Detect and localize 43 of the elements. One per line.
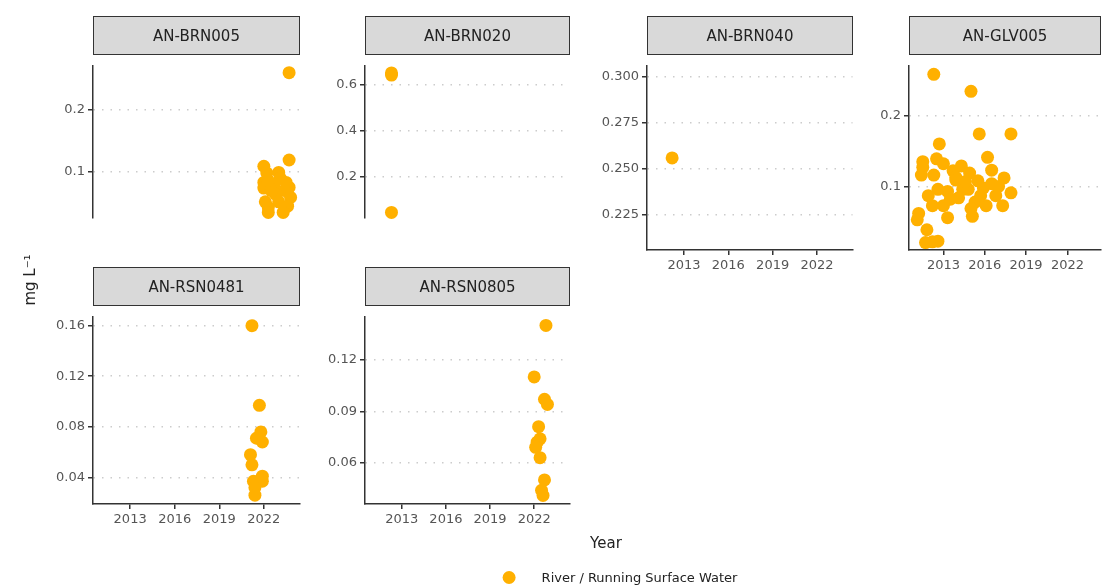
y-tick-label: 0.06 — [328, 454, 357, 470]
y-tick-label: 0.225 — [601, 206, 639, 222]
x-tick-label: 2013 — [113, 511, 147, 527]
x-tick-label: 2016 — [158, 511, 192, 527]
y-tick-label: 0.4 — [336, 121, 357, 137]
y-axis-title: mg L⁻¹ — [21, 254, 39, 306]
x-axis-title: Year — [590, 534, 622, 552]
y-tick-label: 0.6 — [336, 75, 357, 91]
chart-title: AN-BRN020 — [365, 16, 570, 55]
x-tick-label: 2019 — [202, 511, 236, 527]
y-tick-label: 0.275 — [601, 114, 639, 130]
x-tick-label: 2016 — [711, 257, 745, 273]
y-tick-label: 0.2 — [880, 106, 901, 122]
y-tick-label: 0.250 — [601, 160, 639, 176]
x-tick-label: 2022 — [800, 257, 834, 273]
x-tick-label: 2013 — [385, 511, 419, 527]
y-tick-label: 0.04 — [56, 468, 85, 484]
x-tick-label: 2022 — [247, 511, 281, 527]
x-tick-label: 2019 — [1009, 257, 1043, 273]
y-tick-label: 0.12 — [56, 367, 85, 383]
chart-title: AN-RSN0805 — [365, 267, 570, 306]
y-tick-label: 0.12 — [328, 351, 357, 367]
x-tick-label: 2022 — [517, 511, 551, 527]
chart-title: AN-GLV005 — [909, 16, 1101, 55]
y-tick-label: 0.16 — [56, 317, 85, 333]
chart-title: AN-BRN005 — [93, 16, 300, 55]
y-tick-label: 0.2 — [64, 100, 85, 116]
x-tick-label: 2016 — [968, 257, 1002, 273]
y-tick-label: 0.08 — [56, 418, 85, 434]
y-tick-label: 0.1 — [64, 163, 85, 179]
y-tick-label: 0.1 — [880, 177, 901, 193]
x-tick-label: 2013 — [926, 257, 960, 273]
chart-title: AN-BRN040 — [647, 16, 853, 55]
legend-label: River / Running Surface Water — [541, 570, 738, 585]
chart-title: AN-RSN0481 — [93, 267, 300, 306]
y-tick-label: 0.300 — [601, 68, 639, 84]
x-tick-label: 2022 — [1050, 257, 1084, 273]
x-tick-label: 2016 — [429, 511, 463, 527]
x-tick-label: 2013 — [667, 257, 701, 273]
x-tick-label: 2019 — [756, 257, 790, 273]
y-tick-label: 0.09 — [328, 402, 357, 418]
y-tick-label: 0.2 — [336, 168, 357, 184]
x-tick-label: 2019 — [473, 511, 507, 527]
